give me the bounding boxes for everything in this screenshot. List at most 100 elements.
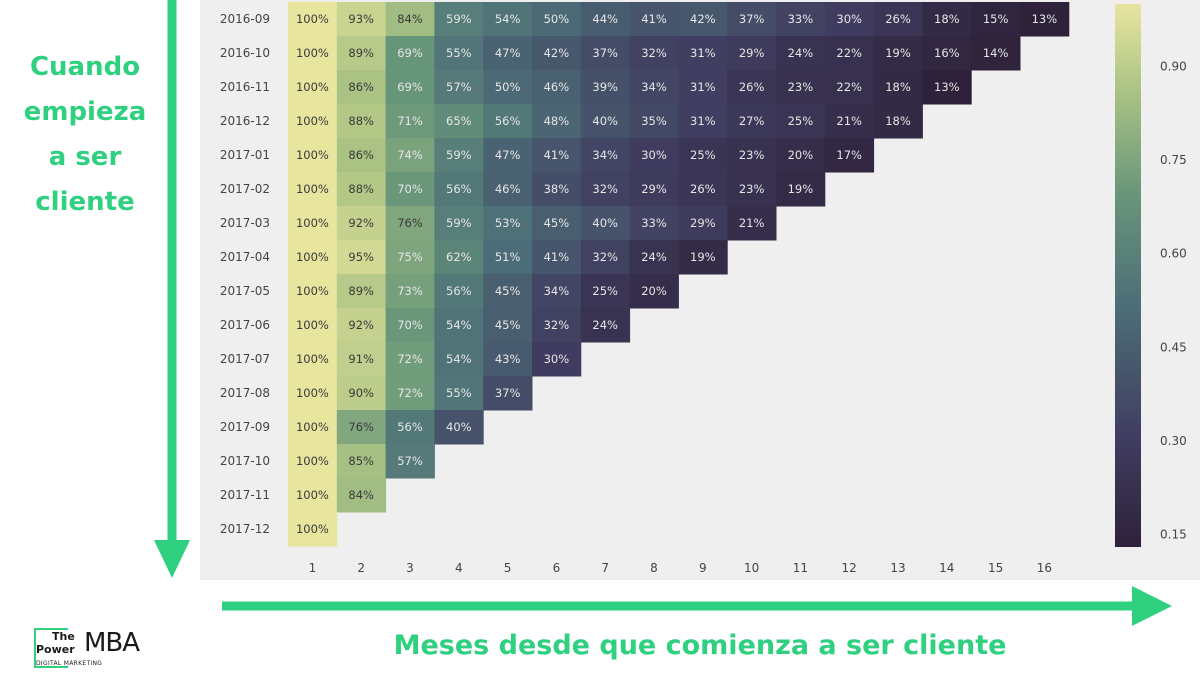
cell-label: 25%: [592, 284, 618, 298]
cell-label: 59%: [446, 216, 472, 230]
heatmap-cell: [336, 308, 387, 343]
cell-label: 92%: [348, 216, 374, 230]
cell-label: 90%: [348, 386, 374, 400]
heatmap-cell: [483, 342, 533, 377]
row-label: 2017-02: [220, 182, 270, 196]
cell-label: 42%: [544, 46, 570, 60]
cell-label: 100%: [296, 148, 329, 162]
left-label-line-1: Cuando: [29, 52, 141, 82]
cell-label: 100%: [296, 216, 329, 230]
cell-label: 100%: [296, 250, 329, 264]
cell-label: 100%: [296, 80, 329, 94]
cell-label: 13%: [1032, 12, 1058, 26]
heatmap-cell: [288, 172, 338, 207]
cohort-heatmap: 2016-09 100% 93% 84% 59% 54% 50% 44% 41% 42% 37% 33…: [220, 2, 1187, 575]
cell-label: 37%: [592, 46, 618, 60]
heatmap-cell: [776, 36, 826, 71]
cell-label: 27%: [739, 114, 765, 128]
x-axis-caption: Meses desde que comienza a ser cliente: [393, 630, 1007, 661]
cell-label: 25%: [690, 148, 716, 162]
heatmap-cell: [434, 104, 484, 139]
heatmap-cell: [385, 138, 435, 173]
cell-label: 50%: [544, 12, 570, 26]
cell-label: 100%: [296, 46, 329, 60]
cell-label: 53%: [495, 216, 521, 230]
cell-label: 46%: [495, 182, 521, 196]
cell-label: 33%: [788, 12, 814, 26]
column-label: 8: [650, 561, 658, 575]
heatmap-cell: [288, 342, 338, 377]
row-label: 2017-05: [220, 284, 270, 298]
heatmap-cell: [434, 240, 484, 275]
cell-label: 43%: [495, 352, 521, 366]
heatmap-cell: [336, 478, 387, 513]
cell-label: 29%: [641, 182, 667, 196]
cell-label: 54%: [495, 12, 521, 26]
cell-label: 69%: [397, 46, 423, 60]
heatmap-cell: [580, 138, 631, 173]
cell-label: 13%: [934, 80, 960, 94]
cell-label: 23%: [788, 80, 814, 94]
row-label: 2017-04: [220, 250, 270, 264]
heatmap-cell: [580, 2, 631, 37]
column-label: 13: [890, 561, 905, 575]
colorbar-tick: 0.90: [1160, 59, 1187, 73]
cell-label: 39%: [592, 80, 618, 94]
cell-label: 19%: [788, 182, 814, 196]
cell-label: 76%: [348, 420, 374, 434]
heatmap-cell: [336, 376, 387, 411]
cell-label: 62%: [446, 250, 472, 264]
heatmap-cell: [580, 36, 631, 71]
heatmap-cell: [873, 2, 923, 37]
heatmap-cell: [580, 274, 631, 309]
heatmap-cell: [483, 240, 533, 275]
left-label-line-3: a ser: [48, 142, 122, 172]
heatmap-cell: [336, 36, 387, 71]
heatmap-cell: [971, 36, 1021, 71]
heatmap-cell: [776, 70, 826, 105]
cell-label: 88%: [348, 182, 374, 196]
cell-label: 69%: [397, 80, 423, 94]
cell-label: 100%: [296, 488, 329, 502]
heatmap-cell: [385, 172, 435, 207]
heatmap-cell: [483, 376, 533, 411]
cell-label: 29%: [739, 46, 765, 60]
cell-label: 65%: [446, 114, 472, 128]
cell-label: 100%: [296, 318, 329, 332]
heatmap-cell: [288, 308, 338, 343]
cell-label: 45%: [544, 216, 570, 230]
heatmap-cell: [629, 274, 679, 309]
cell-label: 23%: [739, 148, 765, 162]
heatmap-cell: [629, 206, 679, 241]
heatmap-cell: [483, 70, 533, 105]
heatmap-cell: [385, 444, 435, 479]
heatmap-cell: [922, 70, 972, 105]
heatmap-cell: [483, 308, 533, 343]
left-label-line-4: cliente: [35, 187, 135, 217]
cell-label: 54%: [446, 318, 472, 332]
heatmap-cell: [580, 172, 631, 207]
heatmap-cell: [824, 36, 875, 71]
column-label: 10: [744, 561, 759, 575]
heatmap-cell: [727, 70, 777, 105]
heatmap-cell: [336, 206, 387, 241]
cell-label: 19%: [885, 46, 911, 60]
cell-label: 75%: [397, 250, 423, 264]
heatmap-cell: [532, 172, 582, 207]
heatmap-cell: [629, 70, 679, 105]
cell-label: 40%: [446, 420, 472, 434]
heatmap-cell: [288, 512, 338, 547]
cell-label: 41%: [641, 12, 667, 26]
heatmap-cell: [922, 2, 972, 37]
cell-label: 20%: [788, 148, 814, 162]
cell-label: 37%: [739, 12, 765, 26]
column-label: 4: [455, 561, 463, 575]
cell-label: 30%: [544, 352, 570, 366]
row-label: 2017-12: [220, 522, 270, 536]
cell-label: 22%: [836, 46, 862, 60]
cell-label: 41%: [544, 250, 570, 264]
heatmap-cell: [532, 2, 582, 37]
heatmap-cell: [922, 36, 972, 71]
cell-label: 59%: [446, 12, 472, 26]
colorbar-tick: 0.30: [1160, 434, 1187, 448]
